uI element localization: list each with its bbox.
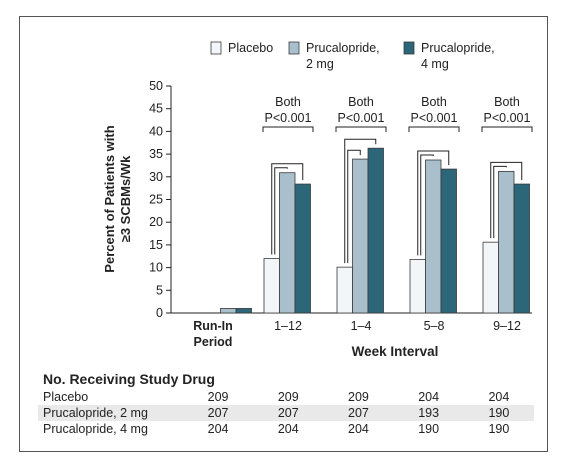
study-drug-table: Placebo 209 209 209 204 204 Prucalopride… bbox=[38, 389, 534, 437]
annotation-both: Both bbox=[421, 95, 447, 109]
significance-bracket bbox=[490, 161, 523, 239]
y-tick-label: 0 bbox=[156, 306, 163, 320]
annotation-p-value: P<0.001 bbox=[411, 111, 458, 125]
significance-bracket bbox=[347, 149, 361, 264]
y-tick-label: 20 bbox=[149, 215, 163, 229]
annotation-bracket bbox=[408, 126, 460, 132]
legend-swatch bbox=[403, 41, 415, 55]
bar bbox=[294, 183, 311, 314]
table-row: Prucalopride, 2 mg 207 207 207 193 190 bbox=[38, 405, 534, 421]
x-tick-label: 5–8 bbox=[424, 319, 445, 333]
bar bbox=[352, 158, 369, 314]
significance-bracket bbox=[274, 167, 288, 255]
legend-label: 2 mg bbox=[306, 57, 334, 71]
table-cell: 204 bbox=[348, 422, 369, 436]
table-cell: 204 bbox=[207, 422, 229, 436]
table-cell: 204 bbox=[488, 390, 510, 404]
y-tick-label: 10 bbox=[149, 261, 163, 275]
significance-bracket bbox=[420, 154, 434, 256]
y-axis-label-line: Percent of Patients with bbox=[102, 125, 117, 272]
annotation-p-value: P<0.001 bbox=[265, 111, 312, 125]
table-row: Placebo 209 209 209 204 204 bbox=[38, 389, 534, 405]
table-cell: 193 bbox=[418, 406, 440, 420]
table-cell: 190 bbox=[488, 406, 510, 420]
annotation-p-value: P<0.001 bbox=[484, 111, 531, 125]
bar-chart: 0 5 10 15 20 25 30 35 40 45 50 Percent of Patients … bbox=[102, 41, 533, 359]
bar bbox=[279, 172, 296, 314]
legend-swatch bbox=[288, 41, 300, 55]
significance-bracket bbox=[417, 150, 450, 256]
legend-label: Placebo bbox=[228, 41, 273, 55]
table-row: Prucalopride, 4 mg 204 204 204 190 190 bbox=[38, 421, 534, 437]
bar bbox=[220, 308, 237, 314]
x-tick-label: Period bbox=[194, 335, 233, 349]
bar bbox=[235, 308, 252, 314]
y-tick-label: 40 bbox=[149, 124, 163, 138]
y-tick-label: 15 bbox=[149, 238, 163, 252]
legend-label: Prucalopride, bbox=[306, 41, 380, 55]
table-cell: 204 bbox=[418, 390, 440, 404]
table-cell: 209 bbox=[277, 390, 299, 404]
annotation-bracket bbox=[262, 126, 314, 132]
y-tick-label: 30 bbox=[149, 170, 163, 184]
x-tick-label: 1–4 bbox=[351, 319, 372, 333]
significance-bracket bbox=[493, 165, 507, 239]
y-tick-label: 45 bbox=[149, 102, 163, 116]
y-tick-label: 35 bbox=[149, 147, 163, 161]
legend-label: Prucalopride, bbox=[421, 41, 495, 55]
significance-bracket bbox=[271, 163, 304, 255]
x-tick-label: 1–12 bbox=[274, 319, 302, 333]
bar bbox=[367, 147, 384, 314]
table-cell: 207 bbox=[207, 406, 229, 420]
row-label: Placebo bbox=[43, 390, 89, 404]
x-tick-label: 9–12 bbox=[493, 319, 521, 333]
x-axis-label: Week Interval bbox=[352, 344, 439, 359]
bar bbox=[425, 159, 442, 314]
annotation-bracket bbox=[481, 126, 533, 132]
bar bbox=[263, 258, 280, 314]
table-cell: 190 bbox=[488, 422, 510, 436]
bar bbox=[336, 266, 353, 314]
bar bbox=[513, 183, 530, 314]
table-cell: 209 bbox=[348, 390, 369, 404]
x-tick-label: Run-In bbox=[193, 319, 233, 333]
row-label: Prucalopride, 2 mg bbox=[43, 406, 148, 420]
table-cell: 209 bbox=[207, 390, 229, 404]
legend-label: 4 mg bbox=[421, 57, 449, 71]
y-axis-label-line: ≥3 SCBMs/Wk bbox=[118, 155, 133, 242]
annotation-both: Both bbox=[494, 95, 520, 109]
table-cell: 190 bbox=[418, 422, 440, 436]
legend-swatch bbox=[210, 41, 222, 55]
annotation-bracket bbox=[335, 126, 387, 132]
significance-bracket bbox=[344, 138, 377, 264]
bar bbox=[498, 170, 515, 314]
annotation-both: Both bbox=[275, 95, 301, 109]
bar bbox=[409, 259, 426, 314]
annotation-both: Both bbox=[348, 95, 374, 109]
y-tick-label: 50 bbox=[149, 79, 163, 93]
table-cell: 204 bbox=[277, 422, 299, 436]
bar bbox=[440, 168, 457, 314]
bar bbox=[482, 241, 499, 314]
table-title: No. Receiving Study Drug bbox=[43, 371, 215, 387]
annotation-p-value: P<0.001 bbox=[338, 111, 385, 125]
row-label: Prucalopride, 4 mg bbox=[43, 422, 148, 436]
table-cell: 207 bbox=[277, 406, 299, 420]
y-tick-label: 25 bbox=[149, 193, 163, 207]
y-tick-label: 5 bbox=[156, 283, 163, 297]
table-cell: 207 bbox=[348, 406, 369, 420]
